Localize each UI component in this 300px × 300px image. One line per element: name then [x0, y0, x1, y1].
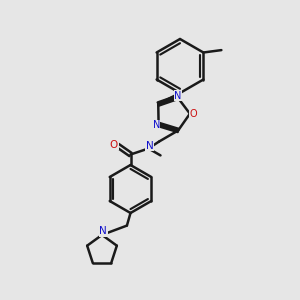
Text: N: N [175, 91, 182, 101]
Text: N: N [99, 226, 107, 236]
Text: N: N [146, 140, 154, 151]
Text: O: O [110, 140, 118, 150]
Text: N: N [152, 120, 160, 130]
Text: O: O [189, 109, 197, 119]
